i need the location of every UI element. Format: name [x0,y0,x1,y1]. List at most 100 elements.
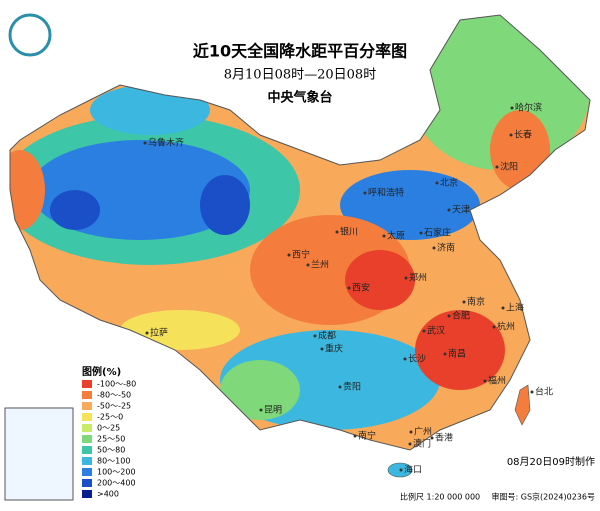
city-dot [447,208,451,212]
city-label: 重庆 [325,343,343,355]
legend-swatch [82,413,92,421]
logo [8,13,52,57]
city-label: 银川 [340,226,358,238]
city-dot [492,325,496,329]
city-label: 西宁 [292,249,310,261]
city-dot [403,357,407,361]
city-dot [145,331,149,335]
issuer: 中央气象台 [267,90,332,106]
city-dot [447,314,451,318]
legend-swatch [82,435,92,443]
city-label: 杭州 [497,321,515,333]
inset [4,407,74,501]
city-label: 昆明 [264,405,282,416]
city-label: 澳门 [413,438,431,450]
city-dot [353,434,357,438]
city-dot [313,334,317,338]
city-label: 拉萨 [150,327,168,339]
legend-label: 200～400 [97,479,136,488]
city-dot [408,442,412,446]
legend-title: 图例(%) [82,365,121,378]
scale: 比例尺 1:20 000 000 [400,492,480,502]
city-dot [435,181,439,185]
city-label: 海口 [404,464,422,476]
legend-swatch [82,490,92,498]
city-label: 成都 [318,330,336,342]
legend-swatch [82,468,92,476]
legend-label: 80～100 [97,457,130,466]
city-label: 济南 [437,242,455,254]
city-label: 南宁 [358,430,376,442]
city-dot [430,436,434,440]
made-note: 08月20日09时制作 [507,455,595,468]
legend-swatch [82,457,92,465]
city-dot [382,234,386,238]
approval: 审图号: GS京(2024)0236号 [492,492,595,502]
city-dot [399,468,403,472]
legend-label: -25～0 [97,413,123,422]
legend-label: -100～-80 [97,380,136,389]
city-dot [462,300,466,304]
city-label: 贵阳 [343,381,361,393]
city-label: 上海 [506,302,524,314]
city-label: 香港 [435,432,453,444]
city-dot [495,165,499,169]
city-dot [306,263,310,267]
subtitle: 8月10日08时—20日08时 [224,68,376,83]
city-dot [363,191,367,195]
legend-swatch [82,446,92,454]
title: 近10天全国降水距平百分率图 [193,42,407,61]
legend-swatch [82,402,92,410]
city-label: 福州 [488,375,506,387]
city-dot [338,385,342,389]
city-label: 呼和浩特 [368,187,404,199]
city-dot [347,286,351,290]
city-dot [287,253,291,257]
city-label: 兰州 [311,259,329,271]
city-label: 长春 [514,129,532,141]
city-dot [509,133,513,137]
taiwan [514,384,531,426]
city-label: 南昌 [448,348,466,360]
city-label: 沈阳 [500,161,518,173]
city-label: 广州 [414,426,432,438]
city-dot [432,246,436,250]
city-label: 长沙 [408,353,426,365]
city-label: 郑州 [409,272,427,284]
city-dot [483,379,487,383]
city-dot [409,430,413,434]
legend-label: 0～25 [97,424,120,433]
legend-swatch [82,380,92,388]
legend-label: 100～200 [97,468,136,477]
city-label: 哈尔滨 [515,102,542,114]
city-dot [419,231,423,235]
legend-label: >400 [97,490,119,499]
city-label: 天津 [452,205,470,216]
legend-swatch [82,391,92,399]
legend-swatch [82,479,92,487]
legend-swatch [82,424,92,432]
city-label: 北京 [440,177,458,189]
city-label: 西安 [352,282,370,294]
city-dot [501,306,505,310]
city-label: 合肥 [452,310,470,322]
legend-label: -80～-50 [97,391,131,400]
city-dot [422,329,426,333]
city-label: 台北 [535,386,553,398]
city-dot [510,106,514,110]
city-label: 太原 [387,230,405,242]
city-label: 武汉 [427,325,445,337]
city-dot [335,230,339,234]
legend-label: -50～-25 [97,402,131,411]
city-dot [320,347,324,351]
city-label: 乌鲁木齐 [148,137,184,149]
legend-label: 50～80 [97,446,125,455]
city-dot [404,276,408,280]
border [9,14,591,451]
city-dot [530,390,534,394]
city-dot [143,141,147,145]
city-label: 南京 [467,296,485,308]
city-dot [259,408,263,412]
